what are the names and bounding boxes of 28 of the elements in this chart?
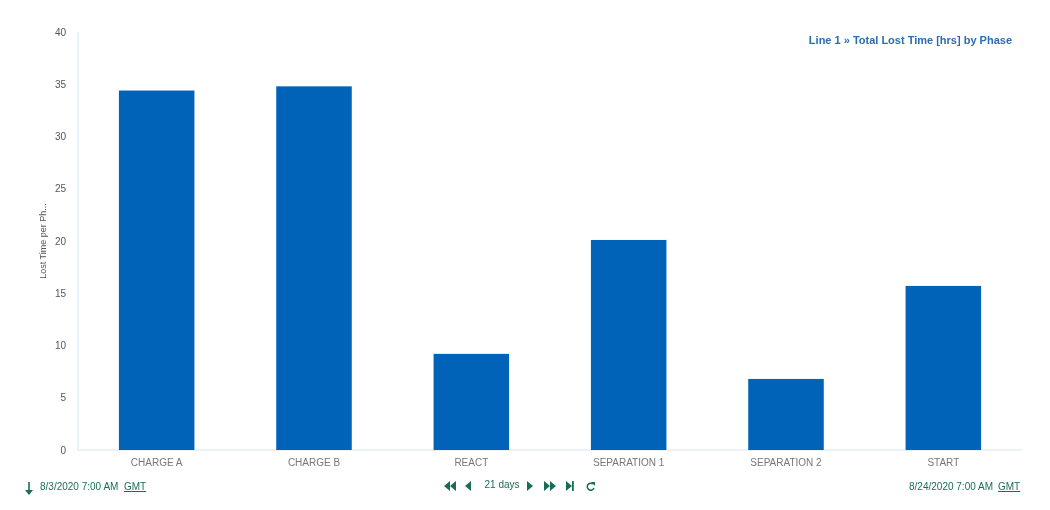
x-tick-label: CHARGE A	[130, 457, 183, 468]
text: GMT	[124, 481, 147, 492]
y-tick-label: 30	[54, 131, 67, 142]
bar	[433, 353, 510, 450]
text: GMT	[998, 481, 1021, 492]
bar	[276, 86, 352, 450]
text: 21 days	[484, 479, 520, 490]
x-tick-label: REACT	[454, 457, 489, 468]
x-tick-label: START	[927, 457, 960, 468]
x-tick-label: CHARGE B	[287, 457, 341, 468]
y-tick-label: 40	[54, 26, 67, 38]
x-tick-label: SEPARATION 1	[593, 457, 665, 468]
x-tick-label: SEPARATION 2	[750, 457, 823, 468]
bar	[748, 378, 824, 450]
y-tick-label: 35	[54, 78, 67, 90]
bar	[118, 90, 195, 450]
y-tick-label: 25	[54, 183, 67, 195]
text: 8/3/2020 7:00 AM	[40, 481, 119, 492]
y-tick-label: 10	[54, 340, 67, 351]
y-tick-label: 0	[60, 444, 67, 456]
y-tick-label: 15	[54, 287, 67, 299]
bar	[905, 285, 982, 450]
bar	[590, 239, 667, 450]
chart-title: Line 1 » Total Lost Time [hrs] by Phase	[808, 34, 1012, 46]
y-tick-label: 5	[60, 392, 67, 404]
y-tick-label: 20	[54, 235, 67, 247]
y-axis-title: Lost Time per Ph...	[38, 203, 48, 279]
text: 8/24/2020 7:00 AM	[909, 481, 993, 492]
